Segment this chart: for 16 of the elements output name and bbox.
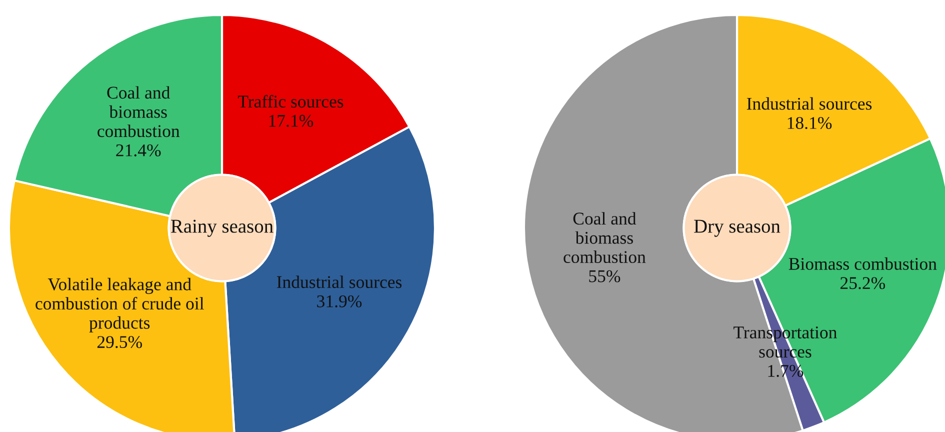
slice-label: Traffic sources: [238, 94, 344, 108]
text: Dry season: [694, 220, 780, 237]
slice-label: Industrial sources: [746, 97, 872, 110]
data-label: 18.1%: [788, 116, 832, 130]
text: Rainy season: [170, 220, 274, 237]
slice-label: Coal and biomass combustion: [564, 212, 646, 264]
data-label: 31.9%: [317, 295, 362, 308]
data-label: 29.5%: [97, 336, 142, 348]
data-label: 21.4%: [116, 144, 161, 156]
slice-label: Biomass combustion: [788, 257, 937, 270]
data-label: 17.1%: [269, 114, 314, 127]
data-label: 55%: [589, 270, 620, 282]
slice-label: Volatile leakage and combustion of crude oil products: [36, 278, 204, 332]
slice-label: Industrial sources: [276, 276, 402, 288]
slice-label: Coal and biomass combustion: [98, 86, 180, 138]
data-label: 25.2%: [840, 277, 886, 290]
